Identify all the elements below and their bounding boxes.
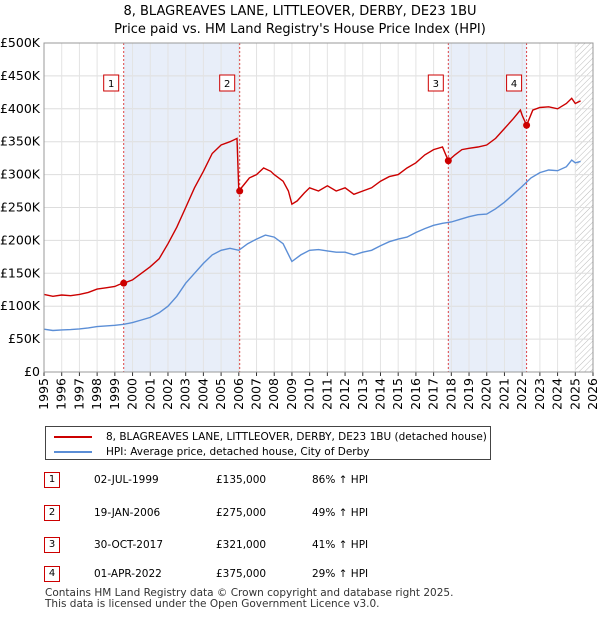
sale-badge [427, 74, 444, 92]
sale-badge-text: 1 [108, 79, 114, 90]
sale-badge [506, 74, 523, 92]
legend-label-hpi: HPI: Average price, detached house, City… [106, 446, 370, 458]
row-hpi: 86% ↑ HPI [312, 474, 369, 486]
y-tick-label: £200K [0, 232, 41, 247]
x-tick-label: 1995 [36, 378, 51, 410]
x-tick-label: 2010 [302, 378, 317, 410]
sale-marker-label: 4 [506, 74, 523, 92]
x-tick-label: 2019 [461, 378, 476, 410]
sale-marker-label: 3 [427, 74, 444, 92]
table-row: 4 01-APR-2022 £375,000 29% ↑ HPI [44, 566, 404, 584]
y-tick-label: £0 [24, 364, 40, 379]
row-badge: 3 [44, 537, 60, 553]
row-badge: 2 [44, 505, 60, 521]
legend-swatch-blue [54, 451, 92, 453]
x-tick-label: 1999 [107, 378, 122, 410]
price-line [43, 97, 581, 298]
row-hpi: 29% ↑ HPI [312, 568, 369, 580]
x-tick-label: 2025 [567, 378, 582, 410]
sale-marker-label: 2 [219, 74, 236, 92]
sale-badge [103, 74, 120, 92]
legend-item-hpi: HPI: Average price, detached house, City… [54, 444, 369, 460]
legend: 8, BLAGREAVES LANE, LITTLEOVER, DERBY, D… [45, 426, 491, 460]
y-tick-label: £400K [0, 101, 41, 116]
x-tick-label: 2007 [249, 378, 264, 410]
x-tick-label: 2001 [142, 378, 157, 410]
row-badge: 4 [44, 566, 60, 582]
footer: Contains HM Land Registry data © Crown c… [45, 588, 453, 610]
x-tick-label: 2000 [125, 378, 140, 410]
table-row: 3 30-OCT-2017 £321,000 41% ↑ HPI [44, 537, 404, 555]
x-tick-label: 2021 [496, 378, 511, 410]
y-tick-label: £250K [0, 200, 41, 215]
x-tick-label: 1998 [89, 378, 104, 410]
x-tick-label: 2018 [443, 378, 458, 410]
footer-licence: This data is licensed under the Open Gov… [45, 598, 380, 610]
legend-swatch-red [54, 436, 92, 438]
x-tick-label: 2002 [160, 378, 175, 410]
sale-point [444, 157, 452, 165]
row-hpi: 41% ↑ HPI [312, 539, 369, 551]
row-badge: 1 [44, 472, 60, 488]
x-tick-label: 2012 [337, 378, 352, 410]
sale-point [120, 279, 128, 287]
x-tick-label: 2017 [426, 378, 441, 410]
x-tick-label: 2020 [479, 378, 494, 410]
y-tick-label: £150K [0, 265, 41, 280]
x-tick-label: 2024 [550, 378, 565, 410]
table-row: 1 02-JUL-1999 £135,000 86% ↑ HPI [44, 472, 404, 490]
x-tick-label: 2011 [319, 378, 334, 410]
sale-marker-label: 1 [103, 74, 120, 92]
x-tick-label: 2014 [372, 378, 387, 410]
footer-copyright: Contains HM Land Registry data © Crown c… [45, 587, 454, 599]
sale-badge-text: 2 [224, 79, 230, 90]
row-date: 02-JUL-1999 [94, 474, 159, 486]
sale-badge-text: 3 [433, 79, 439, 90]
y-tick-label: £100K [0, 298, 41, 313]
y-tick-label: £500K [0, 35, 41, 50]
sale-point [523, 121, 531, 129]
x-tick-label: 2009 [284, 378, 299, 410]
chart: 8, BLAGREAVES LANE, LITTLEOVER, DERBY, D… [0, 4, 600, 410]
x-tick-label: 2006 [231, 378, 246, 410]
hpi-line [43, 159, 581, 332]
x-tick-label: 2003 [178, 378, 193, 410]
x-tick-label: 2026 [585, 378, 600, 410]
x-tick-label: 2022 [514, 378, 529, 410]
row-date: 01-APR-2022 [94, 568, 162, 580]
x-tick-label: 2015 [390, 378, 405, 410]
plot-border [43, 42, 594, 373]
x-tick-label: 2008 [266, 378, 281, 410]
x-tick-label: 2016 [408, 378, 423, 410]
x-tick-label: 2013 [355, 378, 370, 410]
legend-item-price: 8, BLAGREAVES LANE, LITTLEOVER, DERBY, D… [54, 429, 487, 445]
chart-subtitle: Price paid vs. HM Land Registry's House … [114, 22, 486, 37]
y-tick-label: £300K [0, 167, 41, 182]
x-tick-label: 1997 [71, 378, 86, 410]
x-tick-label: 2004 [195, 378, 210, 410]
sale-badge [219, 74, 236, 92]
chart-title: 8, BLAGREAVES LANE, LITTLEOVER, DERBY, D… [123, 4, 476, 19]
sale-badge-text: 4 [511, 79, 517, 90]
row-price: £375,000 [216, 568, 267, 580]
x-tick-label: 2005 [213, 378, 228, 410]
row-price: £321,000 [216, 539, 267, 551]
legend-label-price: 8, BLAGREAVES LANE, LITTLEOVER, DERBY, D… [106, 431, 487, 443]
row-hpi: 49% ↑ HPI [312, 507, 369, 519]
row-date: 30-OCT-2017 [94, 539, 163, 551]
table-row: 2 19-JAN-2006 £275,000 49% ↑ HPI [44, 505, 404, 523]
row-date: 19-JAN-2006 [94, 507, 161, 519]
row-price: £135,000 [216, 474, 267, 486]
y-tick-label: £450K [0, 68, 41, 83]
x-tick-label: 1996 [54, 378, 69, 410]
x-tick-label: 2023 [532, 378, 547, 410]
y-tick-label: £350K [0, 134, 41, 149]
row-price: £275,000 [216, 507, 267, 519]
sale-point [236, 187, 244, 195]
y-tick-label: £50K [8, 331, 41, 346]
